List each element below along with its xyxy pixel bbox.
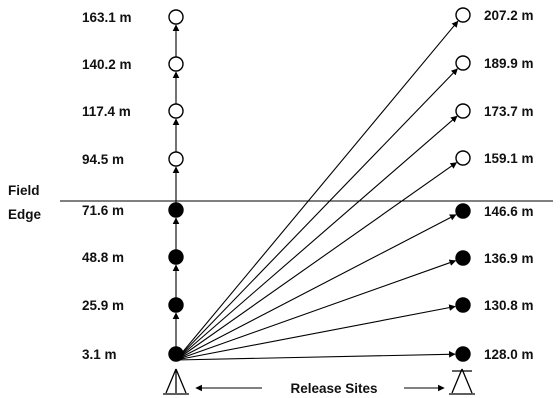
left-distance-label: 163.1 m — [82, 10, 132, 25]
fan-arrow — [175, 304, 456, 361]
fan-arrow — [175, 214, 457, 361]
right-distance-label: 130.8 m — [484, 298, 534, 313]
right-trap-circle-filled — [455, 203, 471, 219]
right-trap-circle-open — [455, 150, 471, 166]
right-distance-label: 189.9 m — [484, 56, 534, 71]
right-column-traps — [455, 7, 471, 362]
fan-arrow — [175, 68, 458, 361]
left-trap-circle-open — [168, 103, 184, 119]
left-distance-label: 25.9 m — [82, 298, 124, 313]
left-trap-circle-open — [168, 9, 184, 25]
left-trap-circle-filled — [168, 249, 184, 265]
right-trap-circle-open — [455, 103, 471, 119]
right-trap-circle-open — [455, 7, 471, 23]
fan-arrow — [175, 162, 458, 361]
left-distance-label: 3.1 m — [82, 347, 117, 362]
left-distance-label: 48.8 m — [82, 250, 124, 265]
right-release-site-icon — [449, 368, 475, 395]
left-distance-label: 71.6 m — [82, 203, 124, 218]
left-trap-circle-open — [168, 56, 184, 72]
fan-arrow — [175, 259, 457, 361]
fan-arrow — [175, 115, 458, 361]
left-distance-label: 94.5 m — [82, 152, 124, 167]
right-trap-circle-open — [455, 55, 471, 71]
left-distance-label: 117.4 m — [82, 104, 131, 119]
right-distance-label: 136.9 m — [484, 251, 534, 266]
left-trap-circle-open — [168, 151, 184, 167]
left-distance-label: 140.2 m — [82, 57, 132, 72]
right-distance-label: 146.6 m — [484, 204, 534, 219]
right-distance-label: 128.0 m — [484, 347, 534, 362]
left-column-traps — [168, 9, 184, 362]
fan-arrow — [175, 20, 459, 361]
fan-arrows — [175, 20, 459, 361]
right-distance-label: 159.1 m — [484, 151, 534, 166]
right-trap-circle-filled — [455, 346, 471, 362]
right-trap-circle-filled — [455, 250, 471, 266]
field-edge-label-line2: Edge — [8, 207, 41, 222]
right-column-labels: 207.2 m 189.9 m 173.7 m 159.1 m 146.6 m 136.9… — [484, 8, 534, 362]
field-edge-label-line1: Field — [8, 183, 40, 198]
left-trap-circle-filled — [168, 297, 184, 313]
left-release-site-icon — [163, 368, 189, 395]
right-distance-label: 173.7 m — [484, 104, 534, 119]
fan-arrow — [175, 351, 456, 361]
right-trap-circle-filled — [455, 297, 471, 313]
right-distance-label: 207.2 m — [484, 8, 534, 23]
left-trap-circle-filled — [168, 202, 184, 218]
left-trap-circle-filled — [168, 346, 184, 362]
left-column-labels: 163.1 m 140.2 m 117.4 m 94.5 m 71.6 m 48.8 m 2… — [82, 10, 132, 362]
release-sites-label: Release Sites — [290, 381, 377, 396]
